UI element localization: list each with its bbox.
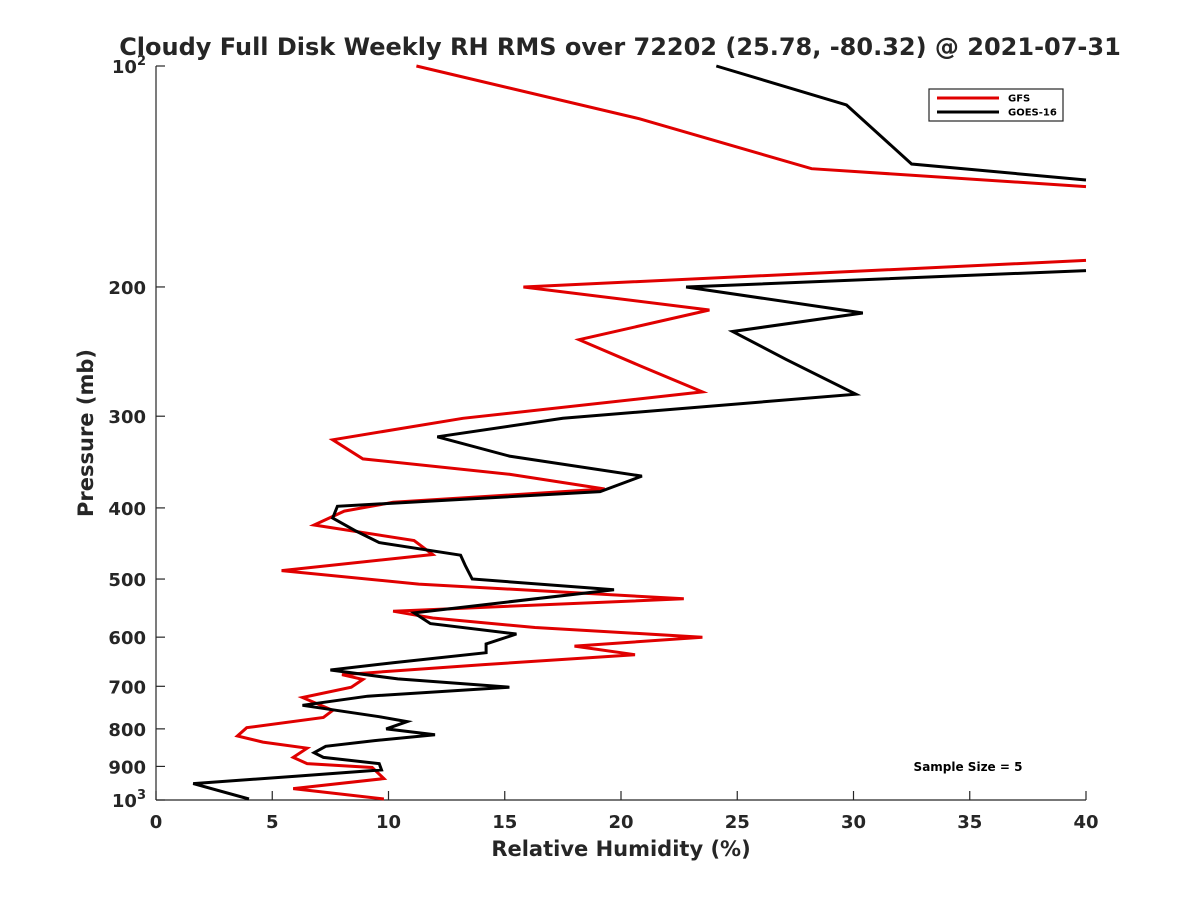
y-tick-label: 200 [108,278,146,299]
y-tick-label: 103 [112,788,146,812]
legend: GFS GOES-16 [928,88,1064,122]
y-tick-label: 700 [108,677,146,698]
y-tick-label: 102 [112,54,146,78]
x-tick-label: 35 [957,812,982,833]
x-tick-label: 25 [725,812,750,833]
series-line-gfs-segment-1 [416,64,1087,189]
plot-area [155,64,1087,801]
y-axis-ticks: 102 200 300 400 500 600 700 800 900 103 [108,54,165,812]
y-tick-label: 500 [108,570,146,591]
x-tick-label: 0 [150,812,163,833]
x-tick-label: 40 [1073,812,1098,833]
y-axis-label: Pressure (mb) [74,349,98,517]
y-tick-label: 800 [108,720,146,741]
chart-title: Cloudy Full Disk Weekly RH RMS over 7220… [119,33,1121,61]
sample-size-annotation: Sample Size = 5 [914,760,1023,774]
x-tick-label: 30 [841,812,866,833]
legend-label: GOES-16 [1008,108,1057,119]
x-tick-label: 15 [492,812,517,833]
y-tick-label: 600 [108,628,146,649]
legend-box [928,88,1064,122]
legend-label: GFS [1008,94,1030,105]
x-tick-label: 5 [266,812,279,833]
y-tick-label: 300 [108,407,146,428]
series-line-goes-16-segment-2 [192,269,1087,801]
y-tick-label: 400 [108,499,146,520]
series-line-goes-16-segment-1 [715,64,1087,182]
x-axis-ticks: 0 5 10 15 20 25 30 35 40 [150,791,1099,833]
x-axis-label: Relative Humidity (%) [491,837,750,861]
x-tick-label: 10 [376,812,401,833]
x-tick-label: 20 [608,812,633,833]
series-line-gfs-segment-2 [234,258,1087,801]
y-tick-label: 900 [108,757,146,778]
